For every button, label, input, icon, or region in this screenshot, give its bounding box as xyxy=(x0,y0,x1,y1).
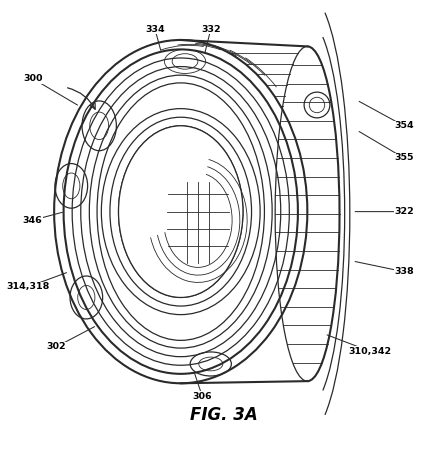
Text: FIG. 3A: FIG. 3A xyxy=(190,406,258,424)
Text: 300: 300 xyxy=(23,74,42,83)
Text: 338: 338 xyxy=(394,267,414,276)
Ellipse shape xyxy=(54,40,307,383)
Text: 306: 306 xyxy=(192,392,212,401)
Text: 355: 355 xyxy=(394,154,414,163)
Text: 322: 322 xyxy=(394,207,414,216)
Text: 314,318: 314,318 xyxy=(7,282,50,291)
Text: 302: 302 xyxy=(46,342,66,351)
Text: 334: 334 xyxy=(145,25,165,34)
Text: 332: 332 xyxy=(201,25,220,34)
Text: 346: 346 xyxy=(23,216,43,224)
Ellipse shape xyxy=(119,126,243,297)
Ellipse shape xyxy=(275,46,340,381)
Text: 354: 354 xyxy=(394,121,414,130)
Text: 310,342: 310,342 xyxy=(348,347,391,356)
